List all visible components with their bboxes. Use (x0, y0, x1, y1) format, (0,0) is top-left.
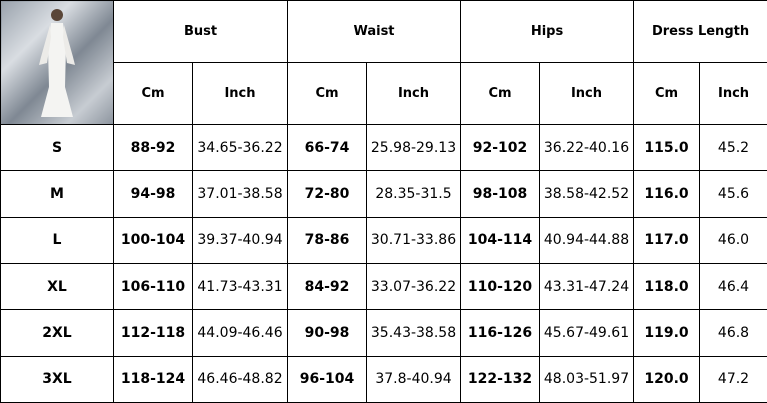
inch-value: 38.58-42.52 (538, 170, 635, 218)
cm-value: 116-126 (460, 309, 540, 357)
cm-value: 100-104 (113, 216, 193, 264)
inch-value: 45.67-49.61 (538, 309, 635, 357)
inch-value: 39.37-40.94 (192, 216, 288, 264)
inch-value: 45.6 (699, 170, 767, 218)
inch-value: 47.2 (699, 355, 767, 403)
table-row: 3XL 118-124 46.46-48.82 96-104 37.8-40.94 122… (0, 355, 767, 403)
inch-value: 46.4 (699, 262, 767, 311)
inch-value: 36.22-40.16 (538, 123, 635, 172)
cm-value: 117.0 (633, 216, 701, 264)
unit-header: Cm (460, 62, 540, 125)
inch-value: 33.07-36.22 (366, 262, 461, 311)
size-label: S (0, 123, 114, 172)
cm-value: 112-118 (113, 309, 193, 357)
inch-value: 34.65-36.22 (192, 123, 288, 172)
header-hips: Hips (459, 0, 635, 64)
inch-value: 28.35-31.5 (366, 170, 461, 218)
inch-value: 46.46-48.82 (192, 355, 288, 403)
inch-value: 35.43-38.58 (366, 309, 461, 357)
cm-value: 84-92 (287, 262, 367, 311)
cm-value: 122-132 (460, 355, 540, 403)
unit-header: Cm (633, 62, 701, 125)
inch-value: 48.03-51.97 (538, 355, 635, 403)
inch-value: 37.01-38.58 (192, 170, 288, 218)
header-bust: Bust (113, 0, 288, 64)
cm-value: 118-124 (113, 355, 193, 403)
unit-header: Inch (192, 62, 288, 125)
header-row-units: Cm Inch Cm Inch Cm Inch Cm Inch (1, 62, 767, 125)
inch-value: 46.0 (699, 216, 767, 264)
inch-value: 41.73-43.31 (192, 262, 288, 311)
size-label: M (0, 170, 114, 218)
cm-value: 94-98 (113, 170, 193, 218)
unit-header: Cm (287, 62, 367, 125)
inch-value: 45.2 (699, 123, 767, 172)
unit-header: Inch (699, 62, 767, 125)
cm-value: 66-74 (287, 123, 367, 172)
cm-value: 116.0 (633, 170, 701, 218)
cm-value: 98-108 (460, 170, 540, 218)
header-dress-length: Dress Length (633, 0, 767, 64)
dress-image (39, 9, 75, 117)
unit-header: Cm (113, 62, 193, 125)
cm-value: 88-92 (113, 123, 193, 172)
cm-value: 92-102 (460, 123, 540, 172)
cm-value: 78-86 (287, 216, 367, 264)
cm-value: 119.0 (633, 309, 701, 357)
cm-value: 96-104 (287, 355, 367, 403)
table-row: M 94-98 37.01-38.58 72-80 28.35-31.5 98-108 38… (0, 170, 767, 218)
inch-value: 43.31-47.24 (538, 262, 635, 311)
cm-value: 72-80 (287, 170, 367, 218)
inch-value: 37.8-40.94 (366, 355, 461, 403)
cm-value: 120.0 (633, 355, 701, 403)
table-row: XL 106-110 41.73-43.31 84-92 33.07-36.22 110-… (0, 262, 767, 311)
size-label: L (0, 216, 114, 264)
size-label: 2XL (0, 309, 114, 357)
header-row-groups: Bust Waist Hips Dress Length (0, 0, 767, 125)
inch-value: 44.09-46.46 (192, 309, 288, 357)
cm-value: 118.0 (633, 262, 701, 311)
cm-value: 104-114 (460, 216, 540, 264)
cm-value: 115.0 (633, 123, 701, 172)
inch-value: 25.98-29.13 (366, 123, 461, 172)
cm-value: 110-120 (460, 262, 540, 311)
table-row: S 88-92 34.65-36.22 66-74 25.98-29.13 92-102 3… (0, 123, 767, 172)
table-row: 2XL 112-118 44.09-46.46 90-98 35.43-38.58 116… (0, 309, 767, 357)
header-waist: Waist (287, 0, 461, 64)
unit-header: Inch (366, 62, 461, 125)
unit-header: Inch (538, 62, 635, 125)
cm-value: 90-98 (287, 309, 367, 357)
table-row: L 100-104 39.37-40.94 78-86 30.71-33.86 104-1… (0, 216, 767, 264)
inch-value: 40.94-44.88 (538, 216, 635, 264)
inch-value: 46.8 (699, 309, 767, 357)
size-label: XL (0, 262, 114, 311)
size-label: 3XL (0, 355, 114, 403)
inch-value: 30.71-33.86 (366, 216, 461, 264)
product-photo (0, 0, 114, 125)
cm-value: 106-110 (113, 262, 193, 311)
